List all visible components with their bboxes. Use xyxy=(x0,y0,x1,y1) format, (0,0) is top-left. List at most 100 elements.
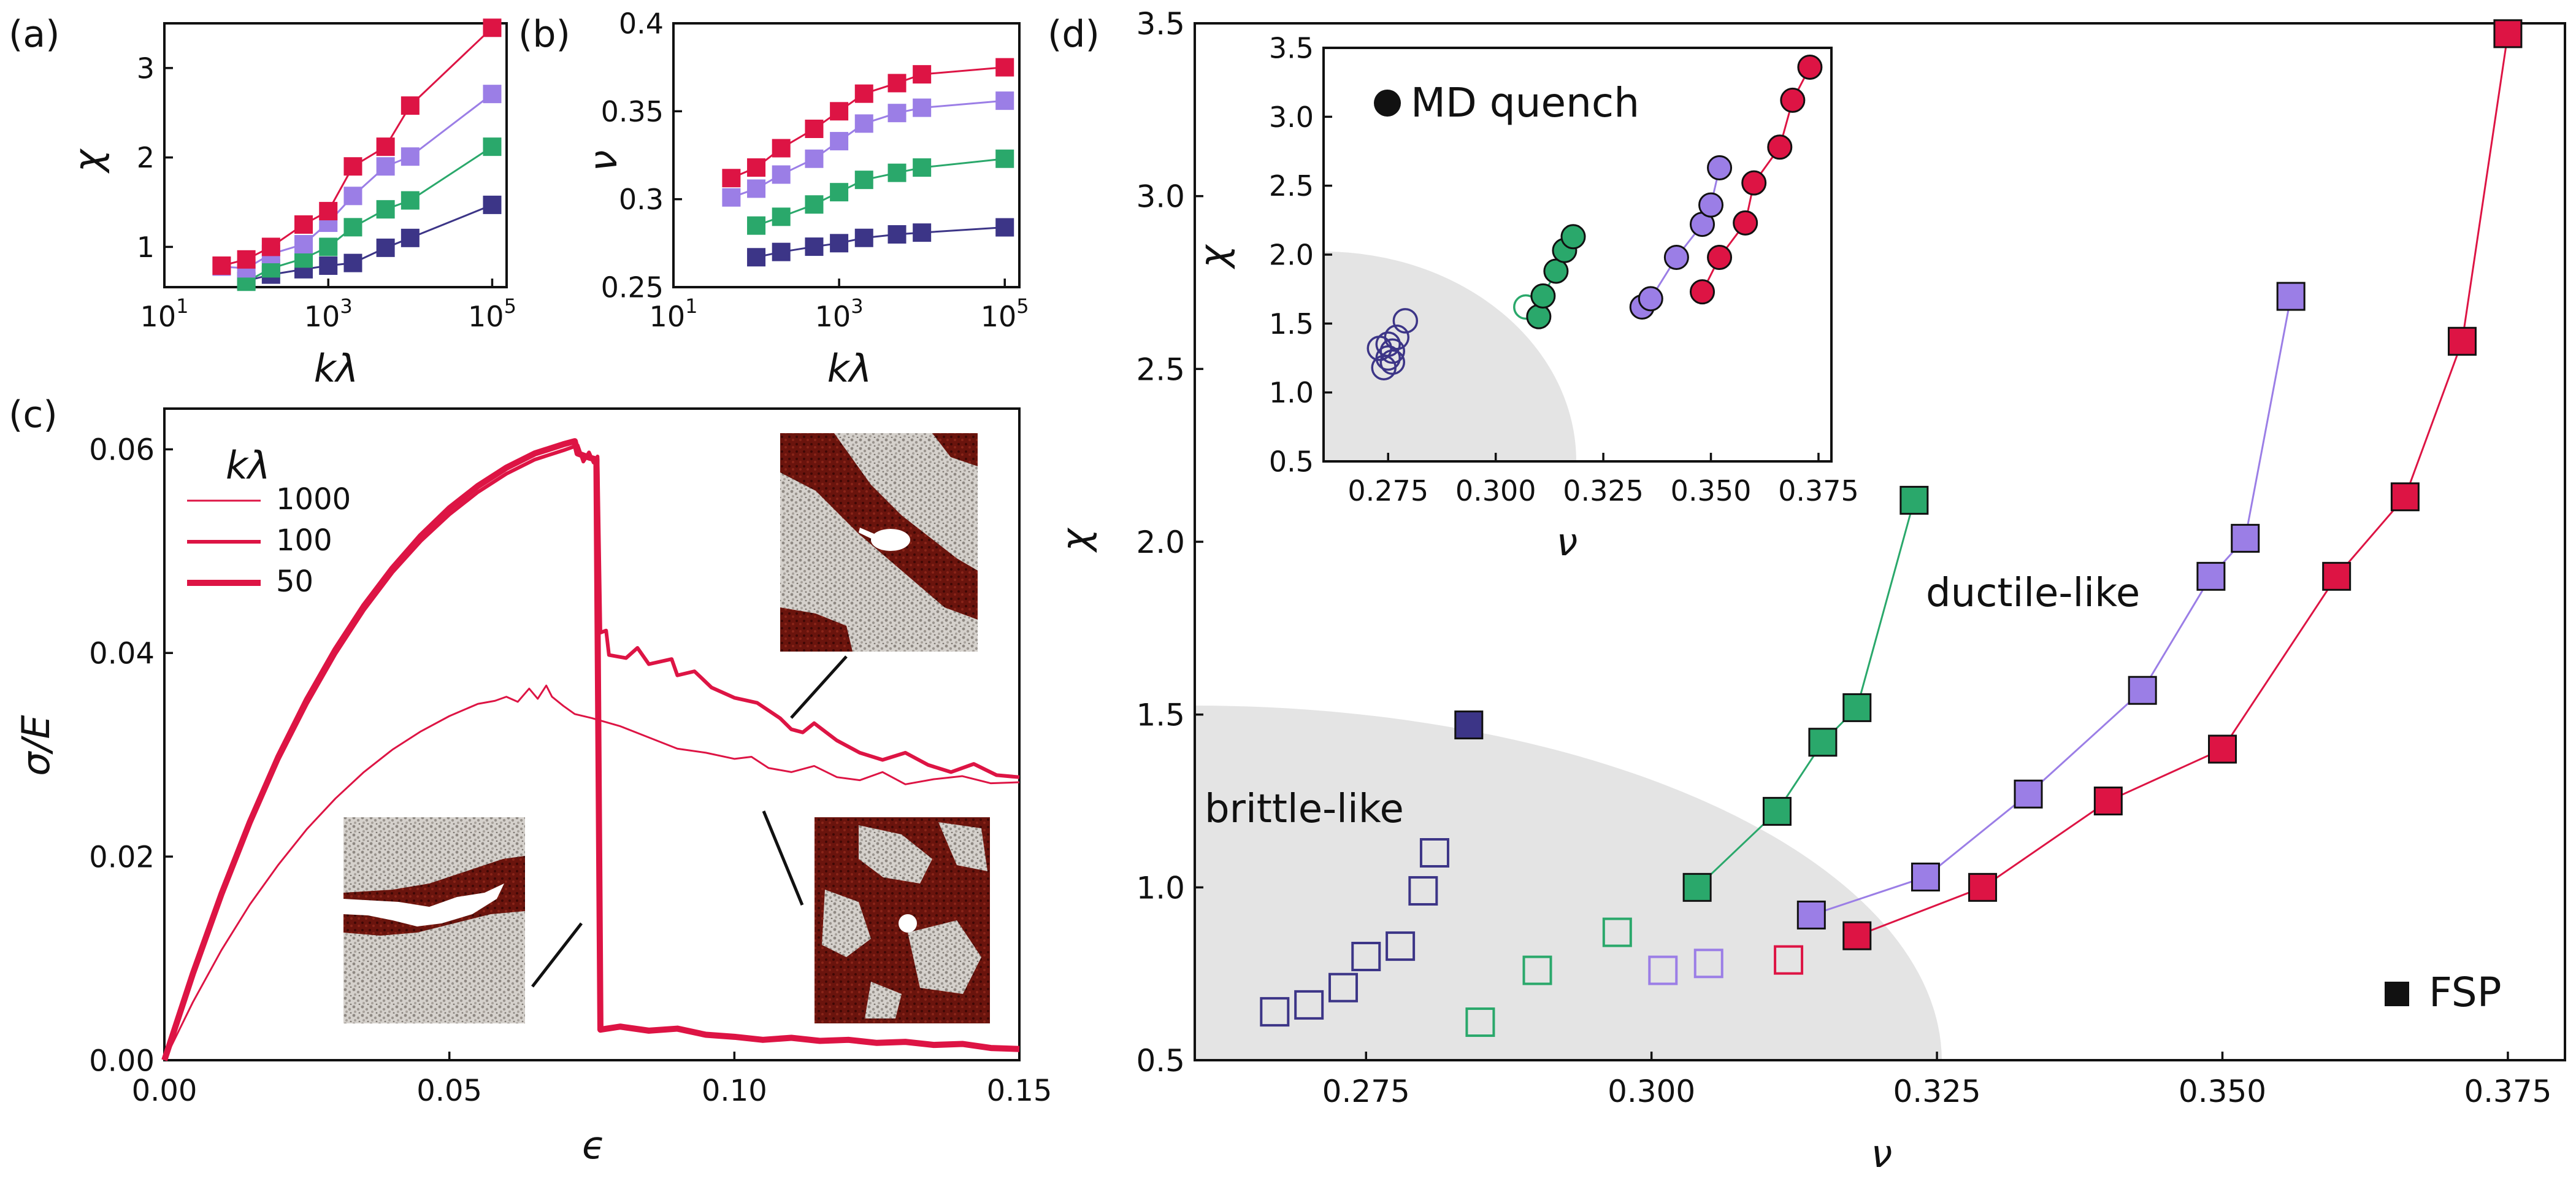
panel-d-series-1-open-1 xyxy=(1693,949,1723,979)
panel-d-series-0-point-1 xyxy=(1968,872,1998,902)
inset-series-1-point-0 xyxy=(1526,304,1552,329)
panel-b-series-2-point-1 xyxy=(747,179,766,198)
panel-b-series-2-point-3 xyxy=(805,149,824,168)
panel-d-series-3-open-1 xyxy=(1294,990,1324,1020)
panel-d-series-0-point-4 xyxy=(2322,561,2352,591)
panel-a-series-2-point-8 xyxy=(483,85,502,104)
inset-ytick-label-5: 3.0 xyxy=(1269,101,1314,134)
panel-a-series-1-point-7 xyxy=(483,137,502,156)
inset-brittle-shade xyxy=(1324,252,1576,461)
inset-series-3-point-2 xyxy=(1733,210,1758,236)
annotation-ductile: ductile-like xyxy=(1926,571,2140,616)
legend-label-fsp: FSP xyxy=(2429,969,2502,1016)
panel-d-series-1-point-5 xyxy=(2231,523,2260,553)
panel-d-ytick-label-6: 3.5 xyxy=(1136,6,1185,42)
panel-a: (a) 101 103 105 1 2 3 χ kλ xyxy=(9,13,516,391)
panel-a-series-0-point-7 xyxy=(483,195,502,214)
panel-b-series-1-point-6 xyxy=(913,158,932,177)
legend-label-100: 100 xyxy=(276,523,332,558)
panel-d-series-3-open-6 xyxy=(1419,838,1449,868)
panel-b-xtick-label-0: 101 xyxy=(650,294,698,333)
panel-a-xtick-label-2: 105 xyxy=(468,294,516,333)
panel-d-series-0-point-6 xyxy=(2447,326,2477,356)
snapshot-bottom-left xyxy=(343,817,525,1023)
inset-series-0-open-2 xyxy=(1379,338,1406,364)
panel-c-ylabel: σ/E xyxy=(13,714,58,776)
panel-c-ytick-label-2: 0.04 xyxy=(89,637,155,671)
panel-a-series-3-point-2 xyxy=(261,237,280,256)
panel-d-series-3-open-4 xyxy=(1386,931,1416,961)
panel-b-series-2-point-8 xyxy=(995,91,1014,110)
panel-label-b: (b) xyxy=(518,13,570,56)
panel-b-series-3-point-1 xyxy=(747,158,766,177)
panel-c-xtick-label-1: 0.05 xyxy=(416,1074,482,1108)
panel-d-ylabel: χ xyxy=(1053,527,1098,553)
panel-b-ytick-label-2: 0.35 xyxy=(601,95,664,128)
panel-c-legend: kλ 1000 100 50 xyxy=(187,443,351,599)
panel-b-series-2-point-4 xyxy=(830,132,849,151)
panel-a-xlabel: kλ xyxy=(314,346,359,391)
inset-series-3-point-0 xyxy=(1689,279,1715,305)
panel-b-series-0-point-3 xyxy=(830,234,849,253)
panel-d-legend: FSP xyxy=(2385,969,2502,1016)
panel-b-series-3-point-2 xyxy=(772,139,791,158)
panel-b-series-3-point-3 xyxy=(805,120,824,138)
snapshot-top-right-pointer xyxy=(790,655,848,719)
panel-c-ytick-label-0: 0.00 xyxy=(89,1044,155,1078)
panel-d-series-3-open-3 xyxy=(1351,942,1381,971)
snapshot-bottom-left-pointer xyxy=(531,922,583,988)
panel-a-series-2-point-5 xyxy=(343,187,362,206)
panel-c: (c) 0.00 0.05 0.10 0.15 0.00 0.02 0.04 0.06 σ/E… xyxy=(9,393,1052,1168)
panel-c-xtick-label-0: 0.00 xyxy=(132,1074,197,1108)
panel-d-series-1-point-6 xyxy=(2276,282,2306,311)
panel-b-series-2-point-2 xyxy=(772,165,791,184)
inset-plot: 0.275 0.300 0.325 0.350 0.375 0.5 1.0 1.5 2.0 2.5… xyxy=(1269,32,1859,507)
panel-b-series-2-point-6 xyxy=(887,104,907,123)
panel-d-series-2-point-1 xyxy=(1762,796,1792,826)
panel-d-xtick-label-2: 0.325 xyxy=(1893,1074,1981,1109)
panel-a-xtick-label-0: 101 xyxy=(140,294,189,333)
panel-c-ytick-label-3: 0.06 xyxy=(89,433,155,468)
panel-d-series-0-point-0 xyxy=(1842,921,1872,950)
panel-d-plot: 0.275 0.300 0.325 0.350 0.375 0.5 1.0 1.5 2.0 2.5… xyxy=(1136,6,2566,1109)
legend-label-50: 50 xyxy=(276,564,313,599)
inset-ytick-label-1: 1.0 xyxy=(1269,376,1314,409)
panel-label-a: (a) xyxy=(9,13,60,56)
panel-a-series-3-point-0 xyxy=(212,256,231,275)
inset-series-3-point-6 xyxy=(1797,54,1823,80)
panel-a-series-0-point-3 xyxy=(319,256,338,275)
panel-a-series-2-point-7 xyxy=(401,147,420,166)
panel-c-xtick-label-3: 0.15 xyxy=(987,1074,1052,1108)
inset-series-2-point-5 xyxy=(1707,155,1733,180)
panel-b-series-1-point-7 xyxy=(995,149,1014,168)
panel-a-series-3-point-7 xyxy=(401,96,420,115)
annotation-brittle: brittle-like xyxy=(1205,787,1404,832)
inset-legend-label: MD quench xyxy=(1411,79,1639,126)
inset-series-3-point-3 xyxy=(1741,170,1767,196)
panel-b-xlabel: kλ xyxy=(827,346,872,391)
panel-a-ytick-label-2: 3 xyxy=(137,52,155,85)
panel-a-series-3-point-5 xyxy=(343,157,362,176)
panel-b-series-2-point-0 xyxy=(722,188,741,207)
panel-d-series-0-point-7 xyxy=(2493,19,2523,48)
panel-d-ytick-label-5: 3.0 xyxy=(1136,179,1185,215)
inset-xtick-label-0: 0.275 xyxy=(1347,474,1428,507)
inset-ytick-label-4: 2.5 xyxy=(1269,169,1314,202)
panel-d: (d) 0.275 0.300 0.325 0.350 0.375 0.5 1.0 1.5 2.… xyxy=(1048,6,2566,1176)
panel-d-series-1-point-1 xyxy=(1911,862,1940,891)
panel-b-series-1-point-1 xyxy=(772,207,791,226)
panel-b-series-0-point-5 xyxy=(887,225,907,244)
panel-c-frame xyxy=(163,407,1021,1061)
snapshot-top-right xyxy=(780,433,978,652)
panel-d-series-2-point-0 xyxy=(1682,872,1712,902)
inset-xtick-label-1: 0.300 xyxy=(1455,474,1536,507)
panel-d-ytick-label-4: 2.5 xyxy=(1136,352,1185,387)
inset-legend-circle xyxy=(1374,90,1401,117)
panel-d-series-1-point-4 xyxy=(2196,561,2226,591)
inset-series-2-point-4 xyxy=(1698,192,1724,218)
panel-d-xtick-label-4: 0.375 xyxy=(2464,1074,2551,1109)
panel-b-series-2-point-5 xyxy=(854,114,873,133)
panel-b-series-3-point-8 xyxy=(995,58,1014,77)
panel-label-d: (d) xyxy=(1048,13,1100,56)
